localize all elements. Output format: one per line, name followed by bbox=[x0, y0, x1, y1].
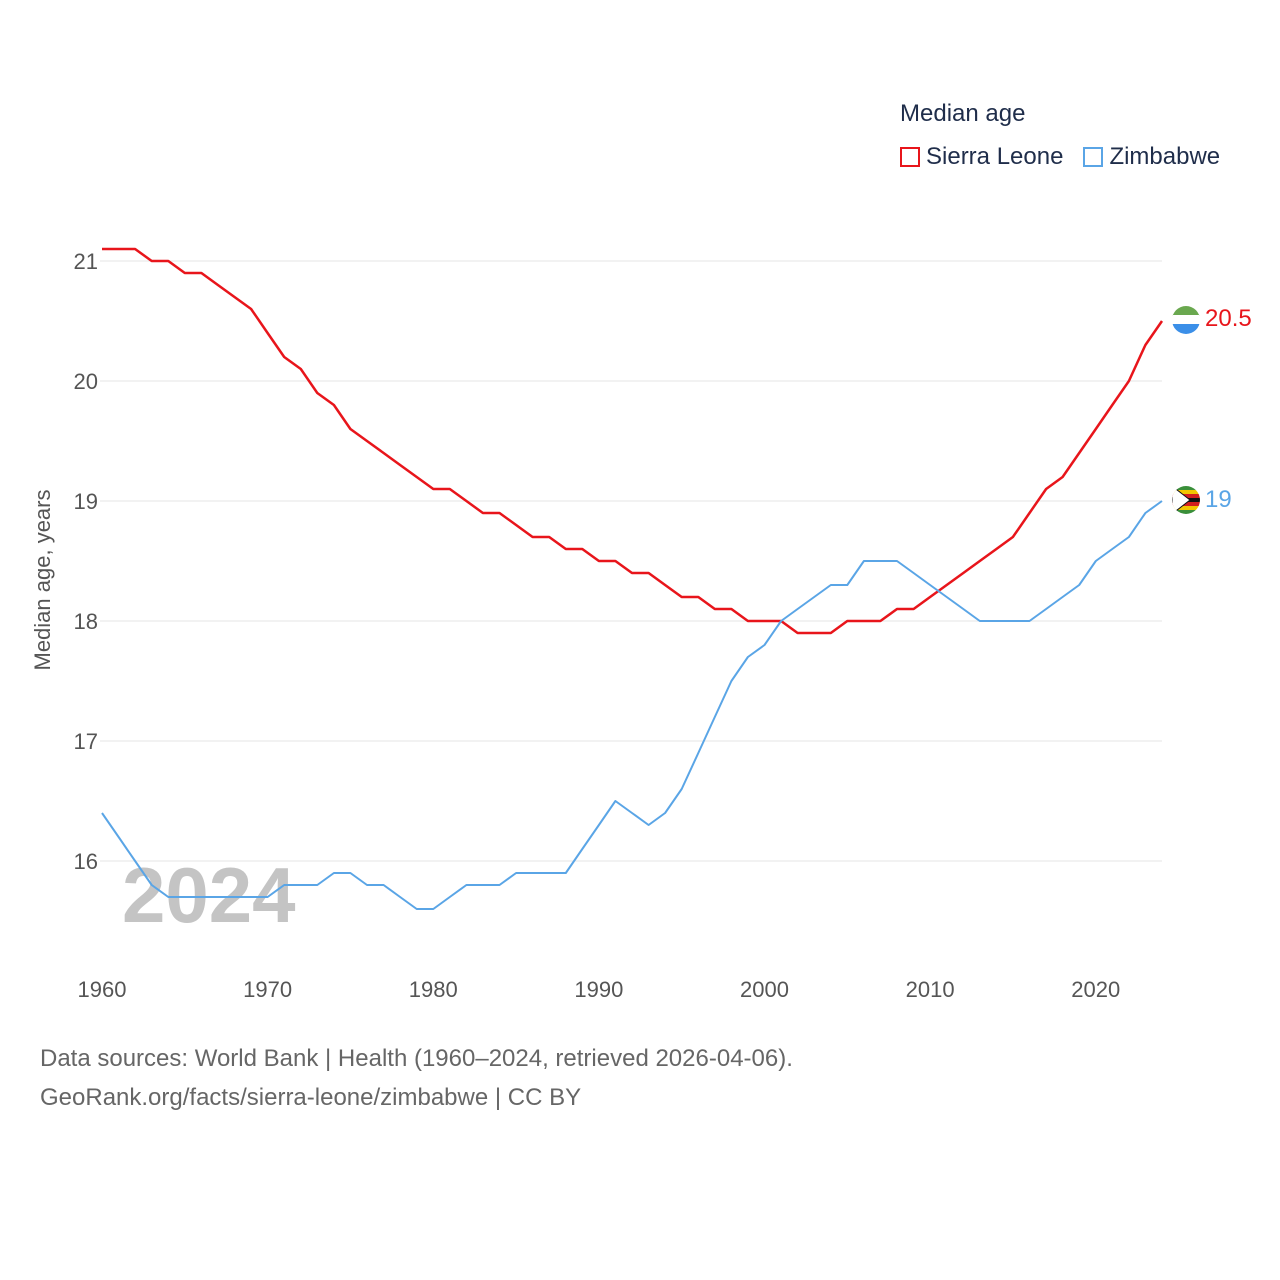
x-tick-label: 1980 bbox=[409, 977, 458, 1002]
end-label-zimbabwe: 19 bbox=[1205, 486, 1232, 513]
legend-swatch-sierra-leone bbox=[900, 147, 920, 167]
y-tick-label: 20 bbox=[74, 369, 98, 394]
year-watermark: 2024 bbox=[122, 851, 296, 939]
y-tick-label: 19 bbox=[74, 489, 98, 514]
y-tick-label: 18 bbox=[74, 609, 98, 634]
legend-label-zimbabwe: Zimbabwe bbox=[1109, 143, 1221, 170]
y-tick-label: 16 bbox=[74, 849, 98, 874]
source-line-1: Data sources: World Bank | Health (1960–… bbox=[40, 1045, 793, 1072]
x-tick-label: 1990 bbox=[574, 977, 623, 1002]
source-line-2[interactable]: GeoRank.org/facts/sierra-leone/zimbabwe … bbox=[40, 1084, 582, 1111]
legend: Sierra Leone Zimbabwe bbox=[900, 143, 1240, 171]
x-tick-label: 2020 bbox=[1071, 977, 1120, 1002]
series-line-sierra-leone[interactable] bbox=[102, 247, 1164, 635]
end-label-sierra-leone: 20.5 bbox=[1205, 305, 1252, 332]
gridlines bbox=[100, 260, 1162, 862]
x-axis: 1960 1970 1980 1990 2000 2010 2020 bbox=[78, 977, 1121, 1002]
x-tick-label: 1960 bbox=[78, 977, 127, 1002]
legend-title: Median age bbox=[900, 100, 1026, 127]
x-tick-label: 1970 bbox=[243, 977, 292, 1002]
zimbabwe-flag-icon bbox=[1172, 486, 1200, 514]
legend-swatch-zimbabwe bbox=[1083, 147, 1104, 167]
legend-item-zimbabwe[interactable]: Zimbabwe bbox=[1083, 143, 1220, 171]
series-line-zimbabwe[interactable] bbox=[101, 500, 1163, 910]
y-axis-label: Median age, years bbox=[30, 490, 55, 671]
x-tick-label: 2000 bbox=[740, 977, 789, 1002]
legend-label-sierra-leone: Sierra Leone bbox=[926, 143, 1064, 170]
y-tick-label: 17 bbox=[74, 729, 98, 754]
x-tick-label: 2010 bbox=[906, 977, 955, 1002]
sierra-leone-flag-icon bbox=[1172, 306, 1200, 334]
legend-item-sierra-leone[interactable]: Sierra Leone bbox=[900, 143, 1063, 171]
series-lines bbox=[101, 247, 1164, 910]
y-tick-label: 21 bbox=[74, 249, 98, 274]
y-axis: 16 17 18 19 20 21 bbox=[74, 249, 98, 874]
